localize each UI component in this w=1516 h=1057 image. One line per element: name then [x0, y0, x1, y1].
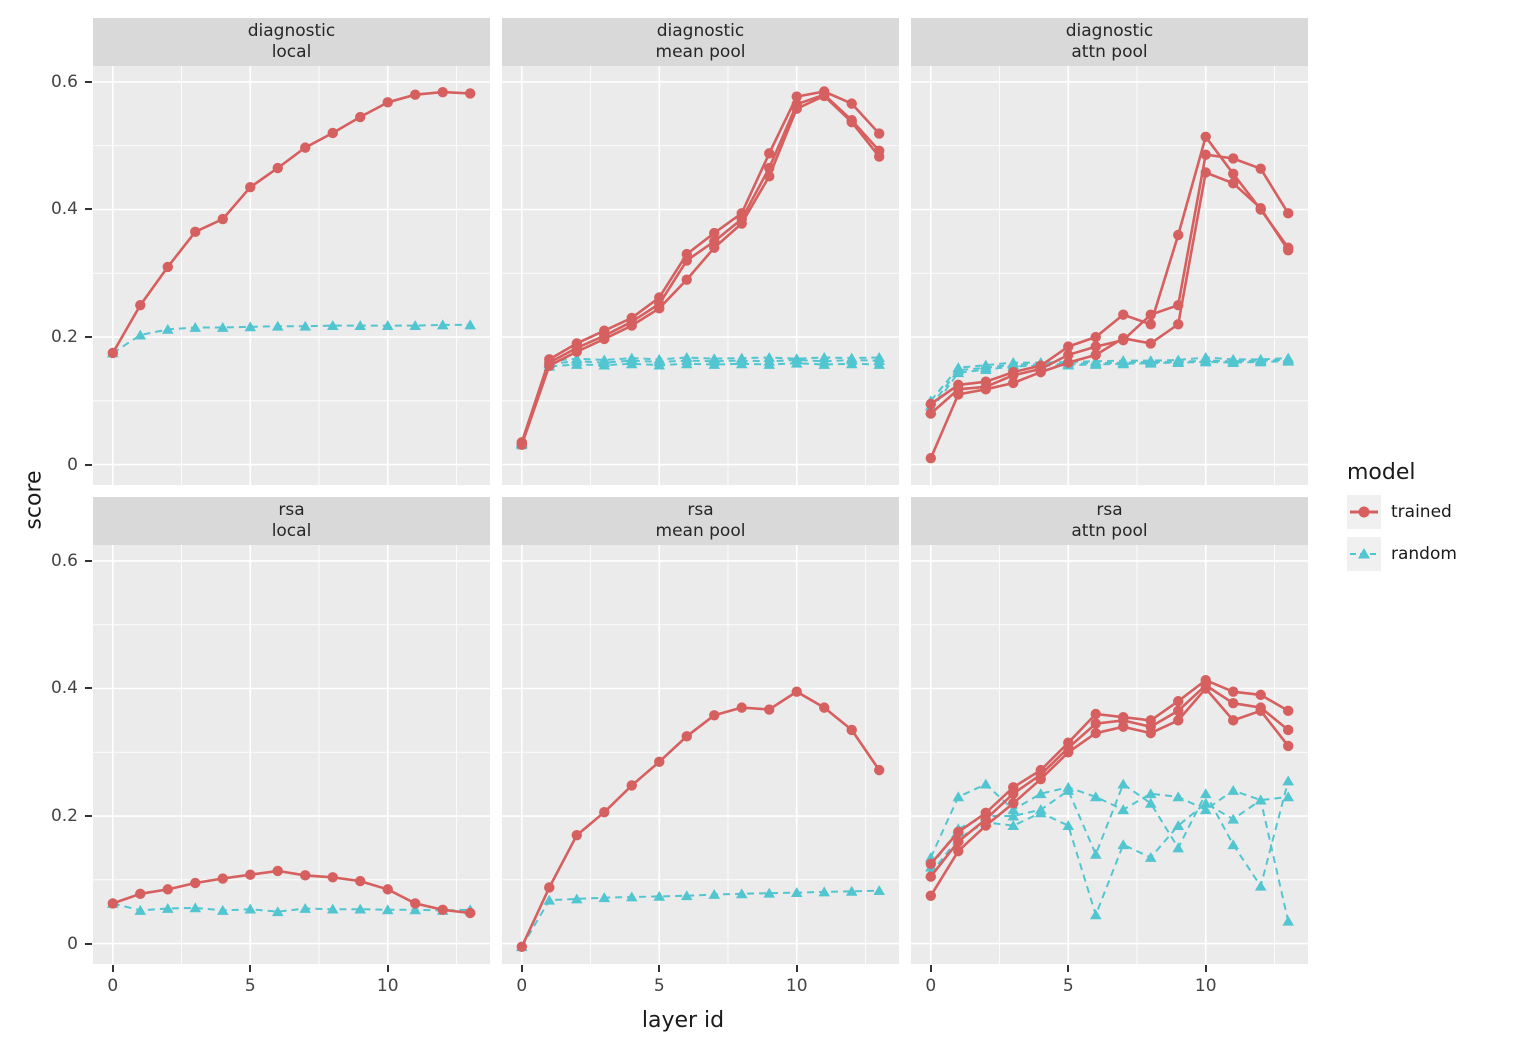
x-tick-label: 5 [1062, 976, 1074, 996]
facet-plot-area [93, 545, 490, 964]
x-tick-mark [1204, 965, 1207, 972]
facet-strip-line2: attn pool [1071, 521, 1148, 541]
facet-strip-line1: rsa [278, 500, 305, 520]
y-tick-label: 0.4 [50, 199, 78, 220]
x-tick-label: 10 [785, 976, 808, 996]
facet-strip-line1: diagnostic [247, 21, 336, 41]
x-tick-mark [658, 965, 661, 972]
x-tick-mark [111, 965, 114, 972]
facet-plot-area [502, 66, 899, 485]
legend-entry-trained: trained [1347, 495, 1457, 529]
legend-label-random: random [1391, 544, 1457, 564]
facet-strip: rsa attn pool [911, 497, 1308, 545]
facet-strip: diagnostic attn pool [911, 18, 1308, 66]
x-tick-mark [795, 965, 798, 972]
facet-strip: rsa mean pool [502, 497, 899, 545]
x-tick-label: 10 [1194, 976, 1217, 996]
legend: model trained random [1347, 460, 1457, 579]
facet-plot-area [911, 545, 1308, 964]
x-tick-mark [386, 965, 389, 972]
y-tick-mark [85, 815, 92, 818]
facet-strip: diagnostic mean pool [502, 18, 899, 66]
facet-strip-line2: mean pool [655, 42, 746, 62]
trained-line-circle-icon [1347, 495, 1381, 529]
random-dashed-triangle-icon [1347, 537, 1381, 571]
legend-entry-random: random [1347, 537, 1457, 571]
x-tick-mark [1067, 965, 1070, 972]
x-tick-label: 5 [653, 976, 665, 996]
facet-strip-line2: local [271, 521, 312, 541]
facet-strip-line2: attn pool [1071, 42, 1148, 62]
facet-plot-area [502, 545, 899, 964]
x-tick-mark [520, 965, 523, 972]
y-tick-mark [85, 942, 92, 945]
y-tick-mark [85, 559, 92, 562]
y-tick-mark [85, 208, 92, 211]
x-tick-label: 0 [107, 976, 119, 996]
facet-strip-line1: diagnostic [656, 21, 745, 41]
x-tick-label: 0 [516, 976, 528, 996]
y-axis-title: score [21, 470, 47, 530]
x-tick-label: 10 [376, 976, 399, 996]
y-tick-label: 0.4 [50, 678, 78, 699]
y-tick-mark [85, 463, 92, 466]
facet-strip-line1: rsa [1096, 500, 1123, 520]
y-tick-label: 0.2 [50, 806, 78, 827]
x-tick-mark [249, 965, 252, 972]
facet-strip: rsa local [93, 497, 490, 545]
x-tick-label: 0 [925, 976, 937, 996]
y-tick-mark [85, 336, 92, 339]
facet-strip-line2: local [271, 42, 312, 62]
facet-plot-area [911, 66, 1308, 485]
facet-strip-line1: diagnostic [1065, 21, 1154, 41]
y-tick-label: 0.2 [50, 327, 78, 348]
facet-strip-line1: rsa [687, 500, 714, 520]
y-tick-mark [85, 687, 92, 690]
facet-strip: diagnostic local [93, 18, 490, 66]
y-tick-mark [85, 80, 92, 83]
y-tick-label: 0.6 [50, 71, 78, 92]
legend-label-trained: trained [1391, 502, 1452, 522]
legend-title: model [1347, 460, 1416, 485]
facet-strip-line2: mean pool [655, 521, 746, 541]
x-tick-mark [929, 965, 932, 972]
facet-plot-area [93, 66, 490, 485]
y-tick-label: 0 [67, 933, 78, 954]
y-tick-label: 0.6 [50, 550, 78, 571]
x-tick-label: 5 [244, 976, 256, 996]
x-axis-title: layer id [641, 1008, 725, 1033]
y-tick-label: 0 [67, 454, 78, 475]
